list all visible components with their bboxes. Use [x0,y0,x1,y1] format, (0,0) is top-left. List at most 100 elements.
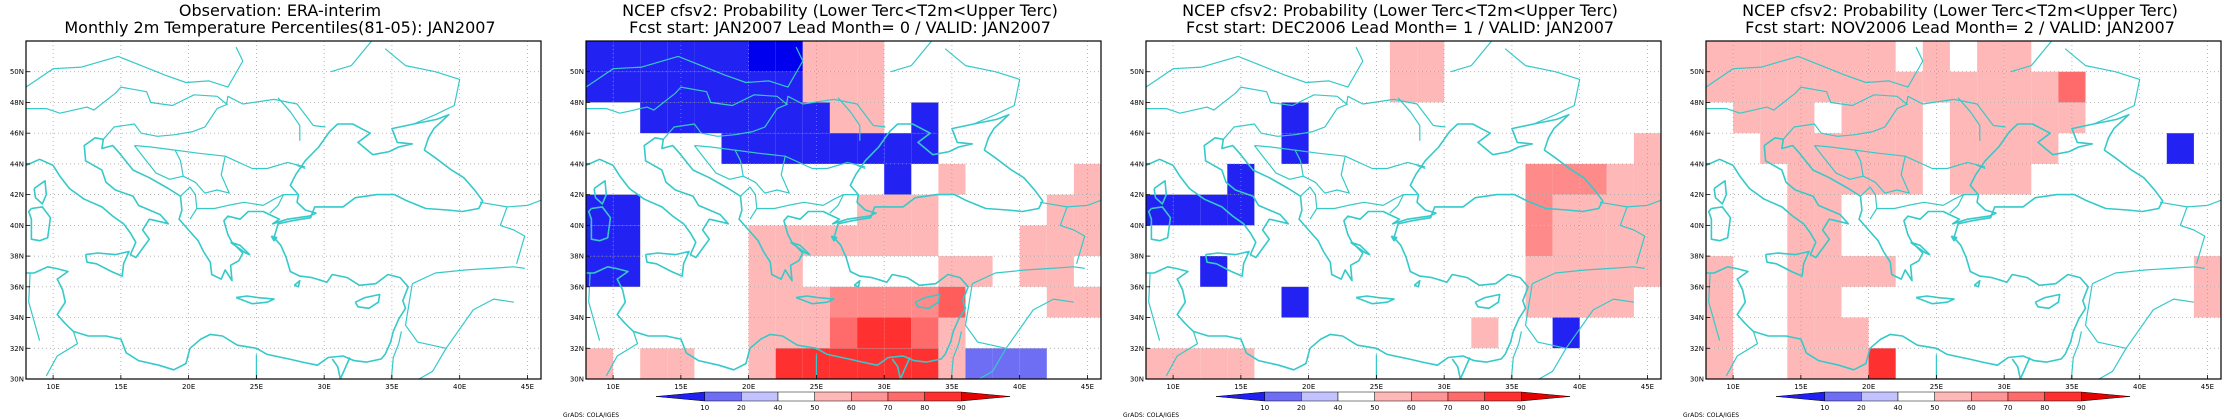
border [1957,97,1981,141]
coastline [1915,295,1955,305]
border [102,103,229,140]
panel-title-line1: Observation: ERA-interim [178,1,382,20]
colorbar-swatch [1374,391,1412,402]
probability-cell [802,41,830,72]
border [2125,298,2194,349]
border [2010,41,2053,73]
probability-cell [1579,256,1607,287]
lat-tick-label: 38N [570,253,584,261]
probability-cell [857,286,885,318]
colorbar-swatch [704,391,742,402]
border [1253,144,1304,180]
probability-cell [857,194,885,226]
colorbar-label: 50 [810,404,819,412]
coastline [1146,113,1604,371]
probability-cell [802,225,830,257]
probability-cell [1760,41,1788,72]
lat-tick-label: 36N [1130,283,1144,291]
border [1860,186,1878,220]
coastline [1147,206,1172,242]
colorbar-swatch [1411,391,1449,402]
lat-tick-label: 30N [1130,376,1144,384]
colorbar-label: 40 [1334,404,1343,412]
coastline [1153,180,1168,205]
probability-cell [775,317,803,349]
lat-tick-label: 44N [1690,160,1704,168]
probability-cell [586,71,614,103]
coastline [1764,250,1810,277]
coastline [1204,250,1250,277]
lat-tick-label: 42N [570,191,584,199]
coastline [339,357,351,379]
probability-cell [1525,286,1553,318]
border [1059,206,1086,264]
probability-cells [586,41,1101,379]
lat-tick-label: 46N [570,130,584,138]
border [277,97,301,141]
colorbar-swatch [1447,391,1485,402]
probability-cell [1606,286,1634,318]
coastlines [1146,113,1661,379]
lon-tick-label: 25E [1930,383,1943,391]
map-frame [585,40,1102,380]
probability-cell [1525,225,1553,257]
coastline [830,235,838,242]
panel-forecast-lead1: NCEP cfsv2: Probability (Lower Terc<T2m<… [1120,0,1680,420]
colorbar-label: 50 [1370,404,1379,412]
border [944,48,1021,125]
lat-tick-label: 40N [10,222,24,230]
probability-cell [1733,71,1761,103]
probability-cell [748,348,776,379]
probability-cell [1949,102,1977,134]
lon-tick-label: 30E [317,383,330,391]
probability-cell [1019,256,1047,287]
coastline [2220,163,2221,165]
colorbar-swatch [1971,391,2009,402]
probability-cell [857,102,885,134]
border [1146,86,1446,128]
border [1316,194,1418,210]
probability-cell [1760,71,1788,103]
probability-cell [1841,317,1869,349]
colorbar-swatch [961,391,1011,402]
coastline [354,293,381,310]
coastline [33,180,48,205]
lon-tick-label: 20E [742,383,755,391]
probability-cell [884,133,912,164]
colorbar-label: 80 [1480,404,1489,412]
colorbar-label: 60 [1967,404,1976,412]
border [404,283,447,379]
grads-credit: GrADS: COLA/IGES [563,412,620,419]
probability-cell [775,348,803,379]
probability-cell [1814,348,1842,379]
lon-tick-label: 45E [1641,383,1654,391]
panel-forecast-lead2: NCEP cfsv2: Probability (Lower Terc<T2m<… [1680,0,2240,420]
probability-cell [1227,348,1255,379]
lat-tick-label: 32N [1130,345,1144,353]
border [1855,149,1910,194]
probability-cell [721,41,749,72]
probability-cell [1868,133,1896,164]
probability-cell [1787,348,1815,379]
probability-cell [775,41,803,72]
lon-tick-label: 30E [877,383,890,391]
probability-cell [694,71,722,103]
probability-cell [1552,163,1580,195]
coastline [1713,180,1728,205]
coastline [1707,206,1732,242]
coastline [1355,295,1395,305]
probability-cell [1633,133,1661,164]
border [890,41,933,73]
lon-tick-label: 30E [1437,383,1450,391]
border [1389,194,1405,214]
probability-cell [1046,194,1074,226]
probability-cell [884,163,912,195]
coastline [587,206,612,242]
coastline [853,279,861,288]
probability-cell [884,194,912,226]
border [964,283,1007,379]
panel-forecast-lead0: NCEP cfsv2: Probability (Lower Terc<T2m<… [560,0,1120,420]
border [1949,194,1965,214]
probability-cell [829,317,857,349]
coastline [644,250,690,277]
